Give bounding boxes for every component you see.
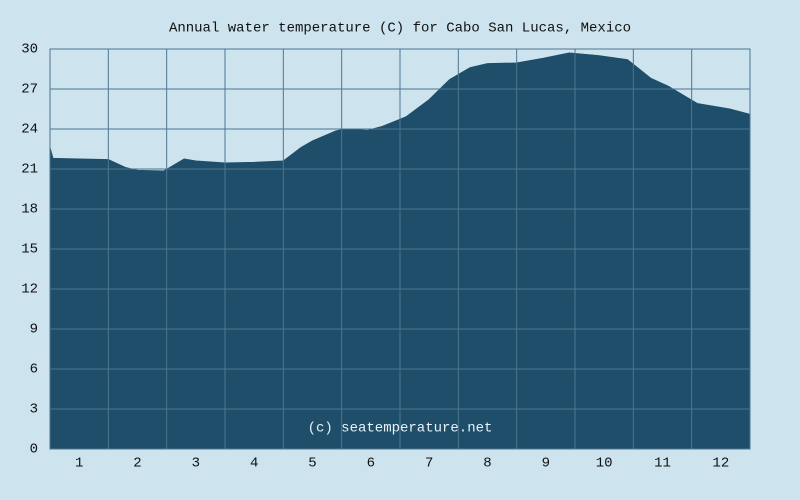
x-tick-label: 3: [192, 456, 200, 472]
x-tick-label: 10: [596, 456, 613, 472]
x-tick-label: 7: [425, 456, 433, 472]
x-tick-label: 8: [483, 456, 491, 472]
y-tick-label: 24: [21, 122, 38, 138]
y-tick-label: 15: [21, 242, 38, 258]
chart-title: Annual water temperature (C) for Cabo Sa…: [169, 21, 631, 37]
plot-border: [49, 48, 751, 450]
y-tick-label: 18: [21, 202, 38, 218]
y-tick-label: 0: [30, 442, 38, 458]
x-tick-label: 2: [133, 456, 141, 472]
y-tick-label: 30: [21, 42, 38, 58]
x-tick-label: 5: [308, 456, 316, 472]
watermark: (c) seatemperature.net: [308, 421, 493, 437]
x-tick-label: 12: [712, 456, 729, 472]
y-tick-label: 21: [21, 162, 38, 178]
y-tick-label: 3: [30, 402, 38, 418]
x-tick-label: 11: [654, 456, 671, 472]
x-tick-label: 9: [542, 456, 550, 472]
x-tick-label: 6: [367, 456, 375, 472]
y-tick-label: 12: [21, 282, 38, 298]
x-tick-label: 4: [250, 456, 258, 472]
x-tick-label: 1: [75, 456, 83, 472]
y-tick-label: 27: [21, 82, 38, 98]
y-tick-label: 6: [30, 362, 38, 378]
y-tick-label: 9: [30, 322, 38, 338]
